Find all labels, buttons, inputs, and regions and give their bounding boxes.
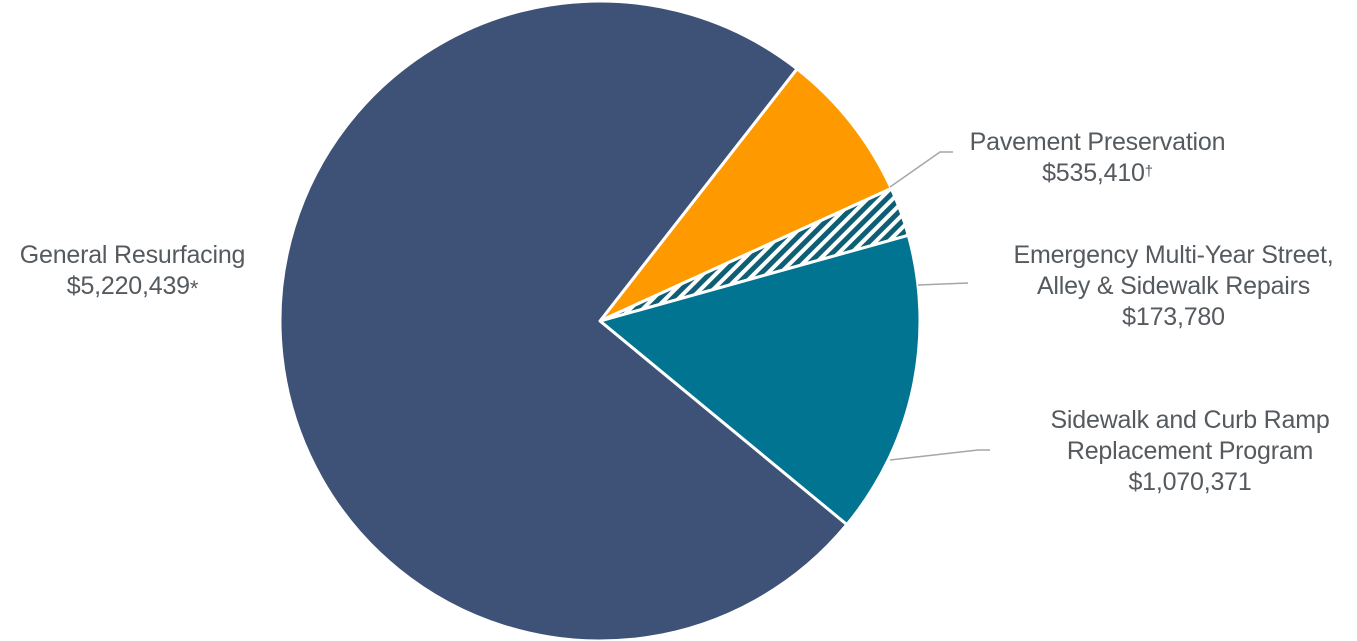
slice-marker-pavement-preservation: †: [1144, 163, 1153, 180]
slice-name-general-resurfacing: General Resurfacing: [19, 241, 246, 269]
leader-line-pavement-preservation: [889, 151, 953, 188]
slice-value-general-resurfacing: $5,220,439: [66, 272, 190, 300]
pie-slices: [278, 0, 922, 641]
slice-name-emergency-repairs-line1: Emergency Multi-Year Street,: [1013, 241, 1334, 269]
leader-lines: [889, 151, 990, 461]
slice-value-sidewalk-curb-ramp: $1,070,371: [1128, 468, 1252, 496]
slice-marker-general-resurfacing: *: [189, 276, 199, 301]
slice-label-pavement-preservation: Pavement Preservation $535,410†: [940, 127, 1255, 189]
slice-value-pavement-preservation: $535,410: [1042, 159, 1145, 187]
leader-line-sidewalk-curb-ramp: [889, 449, 990, 461]
pie-slice-general-resurfacing: [278, 0, 849, 641]
slice-label-general-resurfacing: General Resurfacing $5,220,439*: [0, 240, 265, 302]
slice-label-sidewalk-curb-ramp: Sidewalk and Curb Ramp Replacement Progr…: [1030, 405, 1350, 498]
slice-label-emergency-repairs: Emergency Multi-Year Street, Alley & Sid…: [990, 240, 1357, 333]
pie-slice-pavement-preservation: [598, 67, 893, 323]
slice-name-emergency-repairs-line2: Alley & Sidewalk Repairs: [1036, 272, 1311, 300]
pie-slice-sidewalk-curb-ramp: [598, 233, 922, 527]
slice-name-pavement-preservation: Pavement Preservation: [969, 128, 1226, 156]
slice-name-sidewalk-curb-ramp-line1: Sidewalk and Curb Ramp: [1050, 406, 1330, 434]
slice-name-sidewalk-curb-ramp-line2: Replacement Program: [1066, 437, 1314, 465]
leader-line-emergency-repairs: [917, 282, 969, 286]
slice-value-emergency-repairs: $173,780: [1122, 303, 1225, 331]
